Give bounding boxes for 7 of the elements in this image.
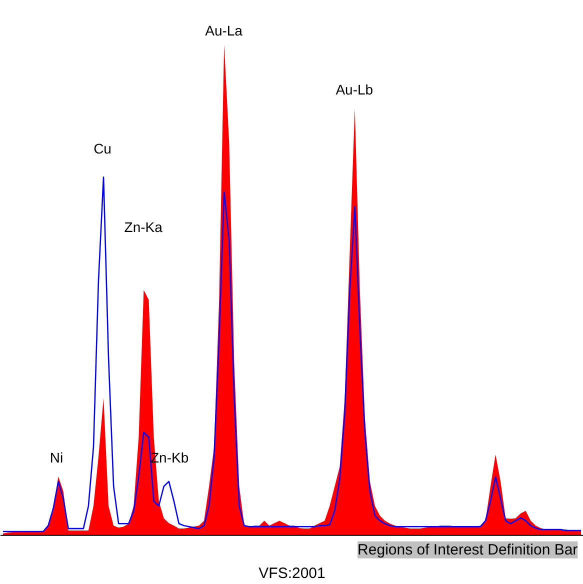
- annotation: Cu: [94, 140, 112, 156]
- text: Au-La: [205, 22, 243, 39]
- annotation: Ni: [50, 450, 64, 466]
- annotation: Au-Lb: [336, 82, 374, 98]
- text: VFS:2001: [258, 564, 326, 582]
- text: Regions of Interest Definition Bar: [358, 541, 578, 558]
- annotation: Zn-Ka: [124, 218, 163, 235]
